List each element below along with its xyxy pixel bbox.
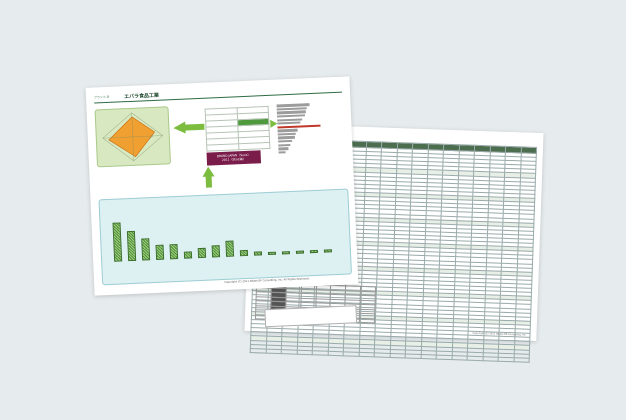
chart-bar [295,250,305,254]
chart-bar [211,245,221,258]
chart-bar [155,244,165,260]
page-title: エバラ食品工業 [123,92,160,101]
chart-bar [183,251,193,259]
hbar [278,150,286,154]
chart-bar [253,251,263,256]
chart-bar [112,222,123,262]
radar-chart [102,112,164,162]
brand-report-sheet: ブランド-B エバラ食品工業 BRAND JAPAN（Sxxx） 2011〈Bt… [85,76,359,328]
hbar [278,147,289,151]
chart-bar [281,251,291,255]
horizontal-bar-chart [276,101,346,155]
page-code: ブランド-B [93,94,110,100]
chart-bar [309,249,319,254]
chart-bar [126,230,137,262]
arrow-up-bar [205,175,213,188]
chart-bar [225,240,235,257]
brand-value-table [205,106,271,152]
brand-japan-badge: BRAND JAPAN（Sxxx） 2011〈BtoC編〉 [206,150,262,166]
chart-bar [239,249,249,257]
hbar [277,124,321,129]
radar-chart-panel [94,106,172,168]
bar-chart-panel [98,188,358,328]
chart-bar [323,249,332,253]
arrow-left-bar [184,123,205,131]
page-header: ブランド-B エバラ食品工業 [93,82,343,104]
hbar [278,143,291,147]
hbar [278,139,293,143]
hbar [277,136,295,140]
chart-bar [169,243,179,260]
chart-bar [197,247,207,259]
chart-bar [141,238,151,261]
chart-bar [267,251,277,256]
